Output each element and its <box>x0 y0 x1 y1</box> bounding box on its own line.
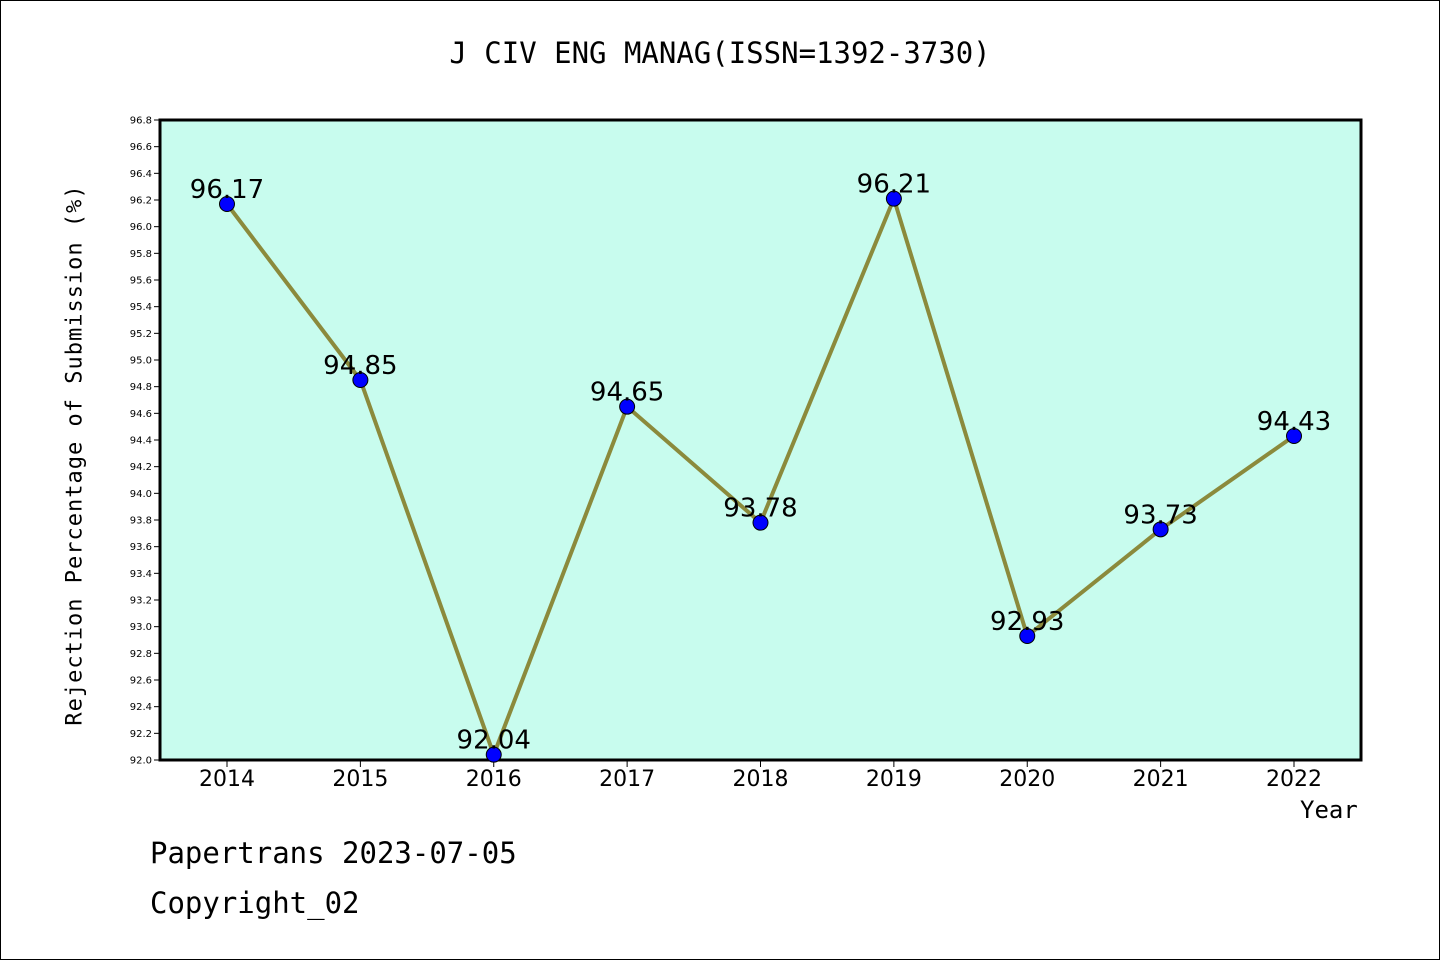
data-label: 92.04 <box>457 726 531 756</box>
data-label: 94.65 <box>590 378 664 408</box>
y-tick-label: 92.4 <box>130 702 152 713</box>
data-label: 92.93 <box>990 607 1064 637</box>
data-point <box>752 514 769 531</box>
y-tick-label: 95.4 <box>130 302 152 313</box>
plot-area <box>160 120 1361 760</box>
data-point <box>1286 428 1302 444</box>
x-tick-label: 2016 <box>466 767 522 792</box>
y-tick-label: 95.6 <box>130 276 152 287</box>
y-tick-label: 94.2 <box>130 462 152 473</box>
data-point <box>352 372 369 388</box>
y-tick-label: 95.8 <box>130 249 152 260</box>
y-tick-label: 94.6 <box>130 409 152 420</box>
y-tick-label: 96.4 <box>130 169 152 180</box>
data-label: 94.43 <box>1257 407 1331 437</box>
data-point <box>1152 521 1169 538</box>
y-tick-label: 94.0 <box>130 489 152 500</box>
data-label: 96.21 <box>857 170 931 200</box>
data-label: 93.73 <box>1123 500 1197 530</box>
x-tick-label: 2018 <box>733 767 789 792</box>
footer-date: Papertrans 2023-07-05 <box>150 836 517 870</box>
data-label: 94.85 <box>323 351 397 381</box>
data-point <box>485 746 502 763</box>
footer-copyright: Copyright_02 <box>150 886 360 920</box>
y-tick-label: 96.2 <box>130 196 152 207</box>
y-tick-label: 96.0 <box>130 222 152 233</box>
y-tick-label: 94.4 <box>130 436 152 447</box>
y-tick-label: 92.0 <box>130 756 152 767</box>
chart-title: J CIV ENG MANAG(ISSN=1392-3730) <box>449 36 991 70</box>
y-tick-label: 93.4 <box>130 569 152 580</box>
y-tick-label: 93.8 <box>130 516 152 527</box>
data-point <box>885 190 902 207</box>
x-tick-label: 2014 <box>199 767 255 792</box>
y-tick-label: 94.8 <box>130 382 152 393</box>
x-tick-label: 2019 <box>866 767 922 792</box>
x-tick-label: 2015 <box>332 767 388 792</box>
x-tick-label: 2017 <box>599 767 655 792</box>
data-point <box>219 196 235 212</box>
y-tick-label: 95.0 <box>130 356 152 367</box>
y-tick-label: 95.2 <box>130 329 152 340</box>
y-tick-label: 93.0 <box>130 622 152 633</box>
x-tick-label: 2021 <box>1133 767 1189 792</box>
y-tick-label: 92.2 <box>130 729 152 740</box>
y-tick-label: 96.6 <box>130 142 152 153</box>
plot-border <box>158 118 1363 762</box>
x-tick-label: 2020 <box>999 767 1055 792</box>
y-tick-label: 96.8 <box>130 116 152 127</box>
y-tick-label: 93.6 <box>130 542 152 553</box>
data-label: 93.78 <box>723 494 797 524</box>
x-tick-label: 2022 <box>1266 767 1322 792</box>
y-tick-label: 93.2 <box>130 596 152 607</box>
data-point <box>1019 628 1036 644</box>
data-label: 96.17 <box>190 175 264 205</box>
y-tick-label: 92.6 <box>130 676 152 687</box>
y-tick-label: 92.8 <box>130 649 152 660</box>
x-axis-label: Year <box>1300 796 1358 824</box>
data-point <box>619 398 636 415</box>
